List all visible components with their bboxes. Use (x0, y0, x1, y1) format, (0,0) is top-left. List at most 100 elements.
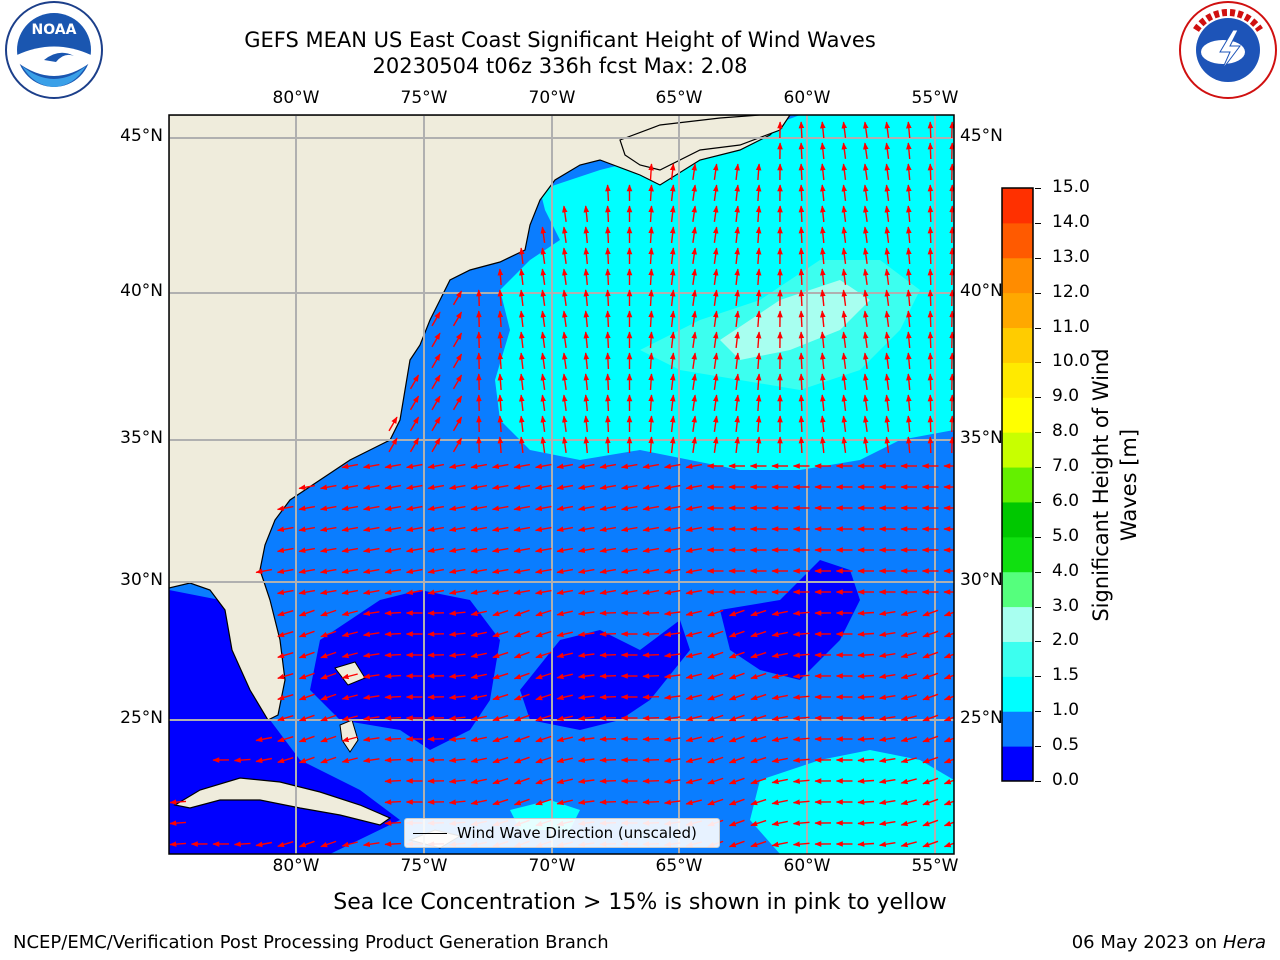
wave-direction-arrow (862, 352, 869, 369)
wave-direction-arrow (798, 247, 805, 265)
wave-direction-arrow (513, 463, 531, 470)
wave-direction-arrow (691, 163, 698, 180)
wave-direction-arrow (820, 268, 826, 286)
colorbar-segment (1002, 467, 1033, 503)
low-wave-region-east (720, 560, 860, 680)
wave-direction-arrow (707, 630, 724, 638)
wave-direction-arrow (642, 463, 660, 470)
wave-direction-arrow (922, 630, 939, 638)
wave-direction-arrow (820, 205, 826, 223)
nws-logo (1178, 0, 1278, 100)
wave-direction-arrow (792, 736, 810, 742)
wave-direction-arrow (728, 819, 745, 827)
wave-direction-arrow (384, 568, 402, 575)
wave-direction-arrow (857, 757, 875, 763)
wave-direction-arrow (792, 610, 810, 616)
colorbar-tick-mark (1035, 222, 1041, 224)
wave-direction-arrow (470, 568, 488, 575)
wave-direction-arrow (561, 331, 568, 348)
wave-direction-arrow (452, 416, 463, 432)
wave-direction-arrow (857, 841, 875, 847)
wave-direction-arrow (734, 352, 740, 369)
wave-direction-arrow (556, 484, 574, 491)
wave-direction-arrow (857, 778, 875, 784)
wave-direction-arrow (540, 415, 547, 432)
sea-ice-note: Sea Ice Concentration > 15% is shown in … (333, 890, 947, 915)
wave-direction-arrow (750, 798, 767, 806)
wave-direction-arrow (384, 505, 402, 512)
land-north-america (169, 115, 791, 721)
wave-direction-arrow (577, 757, 595, 763)
wave-direction-arrow (712, 289, 719, 306)
wave-direction-arrow (648, 289, 654, 307)
wave-direction-arrow (878, 757, 896, 764)
wave-direction-arrow (648, 205, 654, 223)
wave-direction-arrow (927, 352, 934, 370)
wave-direction-arrow (255, 736, 273, 743)
wave-direction-arrow (497, 289, 504, 307)
wave-direction-arrow (492, 651, 509, 659)
wave-direction-arrow (771, 841, 788, 848)
wave-direction-arrow (900, 715, 917, 722)
wave-direction-arrow (577, 568, 595, 575)
wave-direction-arrow (755, 163, 762, 181)
wave-direction-arrow (771, 820, 788, 827)
wave-direction-arrow (712, 163, 719, 180)
wave-direction-arrow (927, 289, 934, 307)
wave-direction-arrow (583, 247, 590, 265)
wave-direction-arrow (277, 736, 294, 743)
wave-direction-arrow (599, 799, 617, 805)
right-tick-40n: 40°N (960, 281, 1003, 301)
wave-direction-arrow (712, 394, 719, 411)
wave-direction-arrow (298, 505, 316, 512)
wave-direction-arrow (906, 121, 912, 139)
colorbar-tick-label: 15.0 (1052, 177, 1090, 197)
legend-label: Wind Wave Direction (unscaled) (457, 824, 697, 842)
left-tick-25n: 25°N (120, 708, 163, 728)
wave-direction-arrow (470, 463, 488, 470)
wave-direction-arrow (277, 841, 294, 848)
wave-direction-arrow (922, 735, 939, 743)
wave-direction-arrow (857, 799, 875, 805)
colorbar-tick-label: 2.0 (1052, 630, 1080, 651)
wave-direction-arrow (900, 778, 917, 785)
wave-direction-arrow (320, 840, 337, 848)
wave-direction-arrow (884, 163, 891, 180)
wave-direction-arrow (820, 436, 826, 454)
wave-direction-arrow (750, 840, 767, 848)
colorbar-tick-mark (1035, 327, 1041, 329)
wave-direction-arrow (734, 373, 740, 390)
wave-direction-arrow (798, 268, 805, 286)
wave-direction-arrow (755, 373, 762, 391)
wave-direction-arrow (534, 547, 552, 554)
wave-direction-arrow (497, 331, 504, 349)
wave-direction-arrow (663, 610, 681, 617)
wave-direction-arrow (556, 547, 574, 554)
wave-direction-arrow (492, 630, 509, 638)
wave-direction-arrow (599, 547, 617, 554)
wave-direction-arrow (691, 289, 698, 306)
wave-direction-arrow (470, 610, 487, 617)
colorbar-tick-mark (1035, 467, 1041, 469)
wave-direction-arrow (906, 415, 912, 433)
wave-direction-arrow (577, 589, 595, 596)
wave-direction-arrow (728, 630, 745, 638)
wave-direction-arrow (878, 736, 896, 743)
wave-direction-arrow (927, 268, 934, 286)
wave-direction-arrow (841, 310, 848, 327)
wave-direction-arrow (556, 778, 573, 785)
wave-direction-arrow (792, 820, 810, 826)
colorbar-segment (1002, 397, 1033, 433)
wave-direction-arrow (556, 736, 573, 743)
wave-direction-arrow (862, 184, 869, 201)
wave-direction-arrow (470, 673, 487, 680)
wave-direction-arrow (491, 463, 509, 470)
right-tick-30n: 30°N (960, 570, 1003, 590)
wave-direction-arrow (906, 247, 912, 265)
footer-date: 06 May 2023 on Hera (1072, 932, 1266, 953)
wave-direction-arrow (583, 352, 590, 370)
wave-direction-arrow (448, 736, 466, 742)
wave-direction-arrow (362, 547, 380, 554)
wave-direction-arrow (771, 715, 788, 722)
wave-direction-arrow (820, 394, 826, 412)
